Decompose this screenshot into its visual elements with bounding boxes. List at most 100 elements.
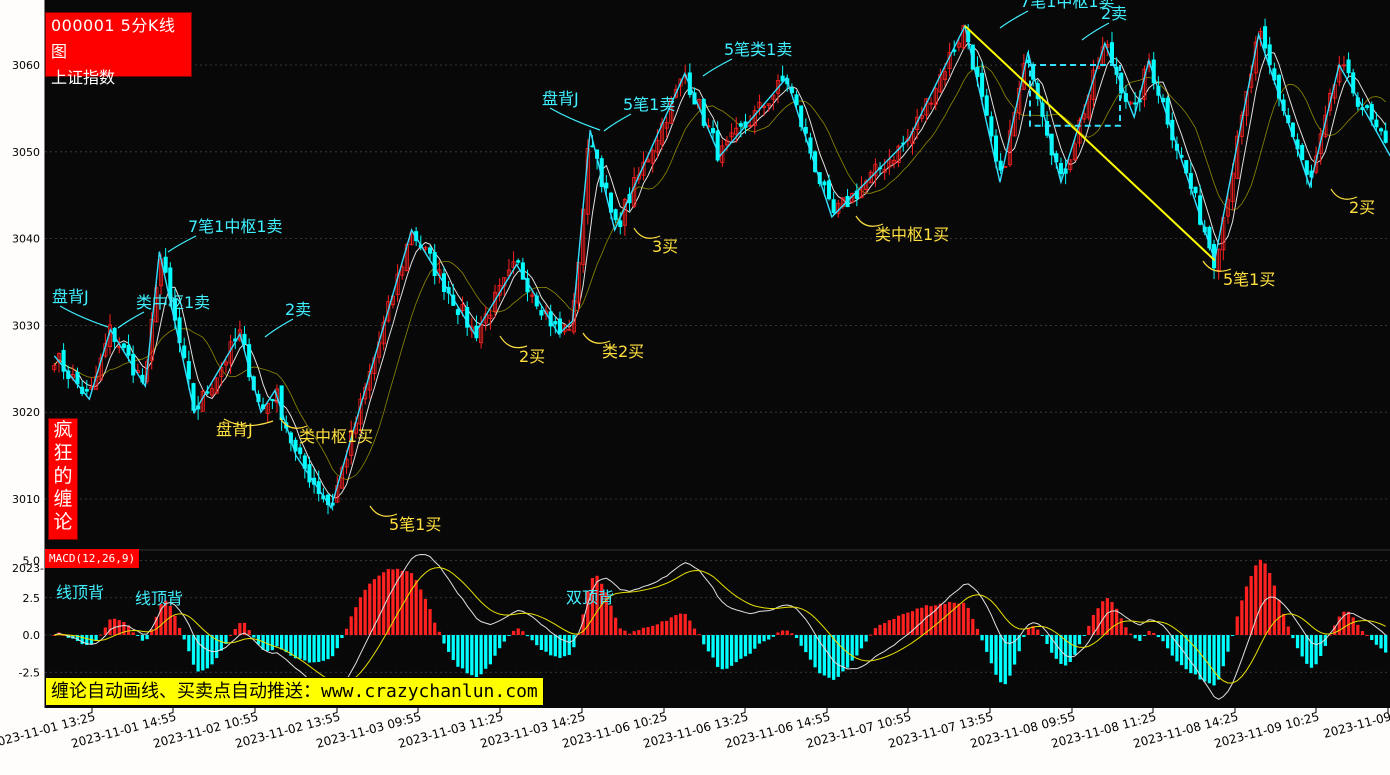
macd-histogram-bar [1161,635,1165,642]
macd-histogram-bar [929,606,933,635]
macd-histogram-bar [600,583,604,635]
macd-histogram-bar [117,620,121,635]
macd-histogram-bar [1198,635,1202,680]
macd-histogram-bar [901,613,905,635]
signal-arrow [549,107,601,131]
side-char: 的 [53,465,73,487]
macd-histogram-bar [196,635,200,672]
banner-url[interactable]: www.crazychanlun.com [321,681,538,702]
candle-body [488,314,493,320]
macd-histogram-bar [85,635,89,646]
macd-histogram-bar [409,573,414,635]
macd-histogram-bar [989,635,993,664]
macd-histogram-bar [938,603,942,635]
macd-histogram-bar [1230,635,1235,636]
macd-histogram-bar [1026,627,1031,635]
macd-histogram-bar [627,633,632,635]
macd-histogram-bar [549,635,553,656]
macd-histogram-bar [242,622,247,635]
macd-histogram-bar [1189,635,1193,674]
macd-histogram-bar [433,622,437,635]
y-tick-label: 3020 [12,406,40,419]
macd-y-tick-label: 2.5 [23,592,41,605]
macd-histogram-bar [1050,635,1054,653]
promo-banner: 缠论自动画线、买卖点自动推送：www.crazychanlun.com [45,677,544,706]
macd-histogram-bar [697,634,701,636]
macd-histogram-bar [827,635,831,678]
macd-histogram-bar [1217,635,1221,680]
macd-histogram-bar [771,635,775,637]
candle-body [873,163,878,177]
macd-histogram-bar [952,602,956,635]
signal-arrow [369,505,398,517]
macd-histogram-bar [873,628,878,635]
macd-histogram-bar [924,605,929,635]
macd-histogram-bar [377,575,381,635]
macd-histogram-bar [781,630,785,635]
macd-histogram-bar [1193,635,1198,675]
candle-body [1300,144,1305,161]
macd-histogram-bar [641,627,646,635]
candle-body [61,349,66,372]
macd-histogram-bar [683,613,687,635]
macd-histogram-bar [488,635,492,665]
macd-histogram-bar [210,635,214,665]
macd-histogram-bar [530,635,534,641]
macd-histogram-bar [335,635,339,649]
macd-histogram-bar [590,578,595,635]
macd-histogram-bar [270,635,274,651]
macd-histogram-bar [1170,635,1174,656]
candle-body [655,139,660,153]
y-tick-label: 3030 [12,319,40,332]
macd-histogram-bar [154,616,158,635]
macd-histogram-bar [131,632,135,635]
macd-histogram-bar [767,635,771,640]
macd-histogram-bar [187,635,191,652]
macd-histogram-bar [1179,635,1184,666]
macd-histogram-bar [966,607,970,635]
candle-body [121,343,126,348]
segment-line [964,25,1216,262]
macd-histogram-bar [943,603,947,635]
macd-histogram-bar [521,631,525,635]
candle-body [154,287,159,323]
macd-histogram-bar [247,630,251,635]
signal-label: 2卖 [1101,4,1127,23]
candle-body [562,324,567,333]
macd-histogram-bar [975,628,980,635]
macd-histogram-bar [1268,573,1272,635]
macd-histogram-bar [326,635,330,660]
macd-histogram-bar [688,620,692,635]
macd-histogram-bar [558,635,562,658]
candle-body [905,138,910,142]
macd-histogram-bar [1346,611,1351,635]
macd-histogram-bar [113,618,117,635]
macd-histogram-bar [1360,631,1365,635]
signal-arrow [633,227,661,239]
candle-body [724,140,729,146]
macd-histogram-bar [1152,632,1156,635]
candle-body [163,256,168,273]
candle-body [223,361,228,366]
signal-arrow [223,418,274,427]
macd-histogram-bar [660,621,664,635]
candle-body [1346,59,1351,74]
signal-label: 7笔1中枢1卖 [1020,0,1115,11]
macd-dea-line [54,567,1386,685]
macd-histogram-bar [233,628,237,635]
macd-histogram-bar [651,625,655,635]
macd-histogram-bar [1138,635,1142,641]
candle-body [126,344,131,356]
macd-histogram-bar [456,635,460,667]
candle-body [882,168,887,173]
signal-label: 3买 [652,237,678,256]
macd-histogram-bar [1337,616,1341,635]
candle-body [1007,130,1012,166]
side-char: 缠 [53,488,73,510]
macd-histogram-bar [1226,635,1230,652]
macd-histogram-bar [1203,635,1207,682]
candle-body [1263,26,1268,49]
candle-body [1267,44,1272,65]
candle-body [738,123,743,127]
macd-histogram-bar [238,623,242,635]
